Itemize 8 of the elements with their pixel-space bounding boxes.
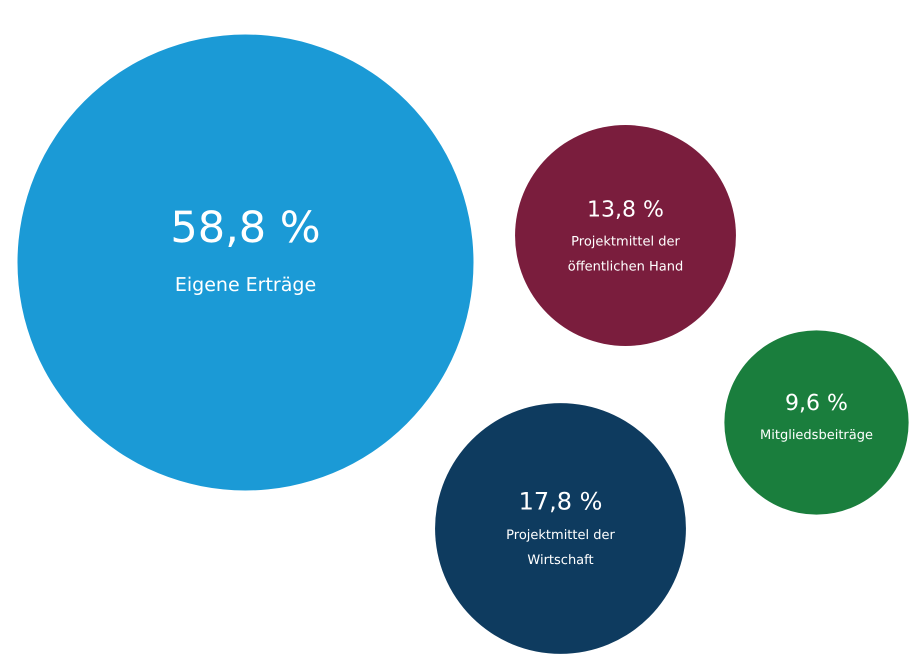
data-label: 17,8 %: [518, 488, 602, 516]
category-label: Mitgliedsbeiträge: [760, 428, 873, 444]
data-label: 9,6 %: [785, 391, 848, 416]
category-label: Projektmittel der Wirtschaft: [506, 528, 616, 568]
data-label: 13,8 %: [587, 198, 664, 222]
category-label: Eigene Erträge: [174, 274, 316, 296]
data-label: 58,8 %: [170, 202, 321, 253]
category-label: Projektmittel der öffentlichen Hand: [568, 234, 684, 274]
